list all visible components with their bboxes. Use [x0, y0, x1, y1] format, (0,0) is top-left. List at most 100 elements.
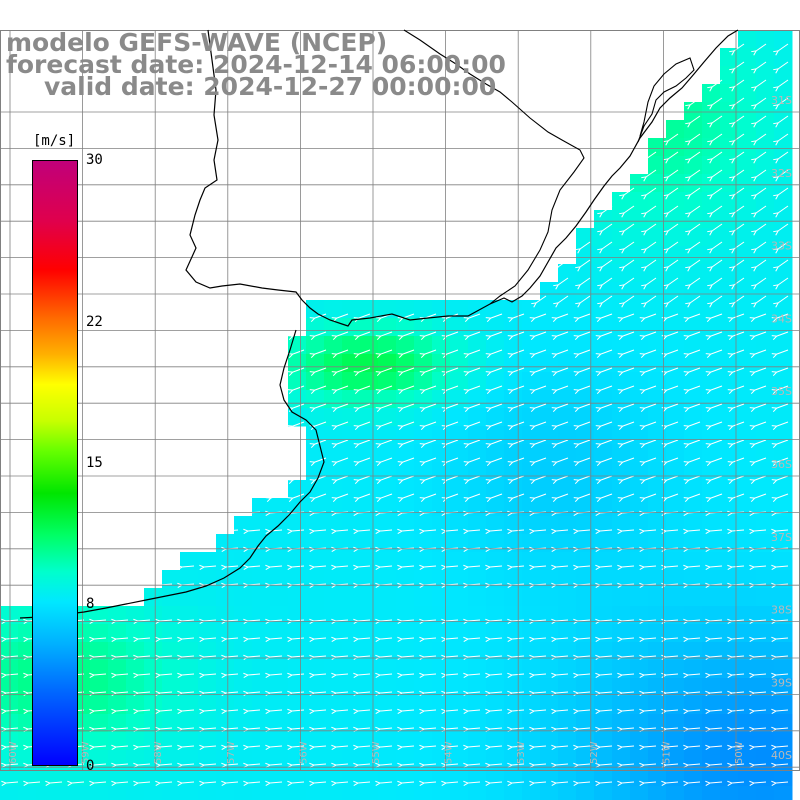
field-cell: [324, 462, 343, 481]
arrow-head: [310, 371, 316, 377]
field-cell: [594, 444, 613, 463]
arrow-head: [507, 674, 513, 679]
arrow-head: [621, 248, 625, 254]
wind-arrow: [639, 313, 657, 323]
arrow-head: [419, 528, 425, 532]
field-cell: [72, 768, 91, 787]
wind-arrow: [595, 421, 613, 431]
arrow-shaft: [601, 241, 613, 250]
wind-arrow: [639, 636, 657, 643]
arrow-head: [332, 479, 338, 485]
arrow-head: [551, 407, 557, 409]
arrow-head: [753, 266, 757, 272]
arrow-shaft: [490, 439, 503, 445]
arrow-shaft: [380, 529, 393, 532]
arrow-head: [684, 353, 690, 359]
arrow-head: [639, 443, 645, 445]
field-cell: [108, 660, 127, 679]
arrow-head: [507, 762, 513, 766]
arrow-shaft: [160, 763, 173, 766]
arrow-head: [773, 122, 779, 125]
arrow-head: [639, 744, 645, 748]
field-cell: [666, 786, 685, 800]
arrow-head: [1, 690, 7, 694]
arrow-head: [199, 638, 205, 643]
wind-arrow: [309, 403, 327, 413]
arrow-shaft: [776, 385, 789, 391]
arrow-shaft: [358, 673, 371, 676]
arrow-head: [705, 674, 711, 679]
arrow-head: [705, 566, 711, 571]
field-cell: [720, 390, 739, 409]
arrow-head: [728, 425, 734, 431]
wind-arrow: [661, 403, 679, 413]
arrow-shaft: [755, 115, 767, 124]
arrow-shaft: [644, 421, 657, 427]
field-cell: [324, 696, 343, 715]
arrow-head: [243, 744, 249, 748]
wind-arrow: [771, 493, 789, 503]
arrow-head: [773, 86, 779, 89]
arrow-shaft: [424, 349, 437, 355]
field-cell: [378, 678, 397, 697]
arrow-shaft: [534, 781, 547, 784]
arrow-shaft: [160, 655, 173, 658]
arrow-head: [687, 212, 691, 218]
arrow-head: [705, 530, 711, 535]
arrow-head: [375, 782, 381, 787]
field-cell: [648, 300, 667, 319]
arrow-shaft: [402, 655, 415, 658]
arrow-head: [775, 140, 779, 146]
field-cell: [684, 156, 703, 175]
arrow-shaft: [314, 529, 327, 532]
field-cell: [468, 426, 487, 445]
arrow-head: [683, 461, 689, 463]
arrow-head: [771, 443, 777, 445]
arrow-head: [705, 726, 711, 730]
wind-arrow: [287, 744, 305, 751]
arrow-head: [573, 371, 579, 373]
wind-arrow: [619, 277, 635, 290]
field-cell: [504, 624, 523, 643]
field-cell: [612, 624, 631, 643]
arrow-head: [529, 497, 535, 499]
arrow-head: [596, 317, 602, 323]
field-cell: [360, 534, 379, 553]
arrow-shaft: [622, 493, 635, 499]
arrow-head: [663, 248, 669, 251]
wind-arrow: [419, 528, 437, 535]
arrow-head: [529, 317, 535, 319]
field-cell: [756, 426, 775, 445]
field-cell: [486, 786, 505, 800]
arrow-head: [287, 638, 293, 643]
arrow-head: [573, 708, 579, 712]
field-cell: [648, 444, 667, 463]
field-cell: [756, 480, 775, 499]
wind-arrow: [773, 79, 789, 92]
arrow-head: [731, 194, 735, 200]
arrow-head: [599, 266, 603, 272]
arrow-head: [595, 582, 601, 586]
field-cell: [720, 714, 739, 733]
field-cell: [432, 462, 451, 481]
arrow-head: [419, 674, 425, 679]
field-cell: [756, 570, 775, 589]
arrow-shaft: [138, 637, 151, 640]
wind-arrow: [639, 672, 657, 679]
arrow-shaft: [182, 619, 195, 622]
arrow-head: [331, 443, 337, 445]
arrow-head: [665, 230, 669, 236]
wind-arrow: [89, 636, 107, 643]
field-cell: [468, 786, 487, 800]
arrow-head: [397, 528, 403, 532]
wind-arrow: [727, 421, 745, 431]
field-cell: [558, 570, 577, 589]
arrow-shaft: [402, 493, 415, 499]
wind-arrow: [331, 493, 349, 503]
arrow-head: [419, 407, 425, 409]
arrow-head: [687, 230, 691, 236]
field-cell: [432, 372, 451, 391]
arrow-head: [728, 353, 734, 359]
arrow-shaft: [402, 529, 415, 532]
wind-arrow: [619, 187, 635, 200]
